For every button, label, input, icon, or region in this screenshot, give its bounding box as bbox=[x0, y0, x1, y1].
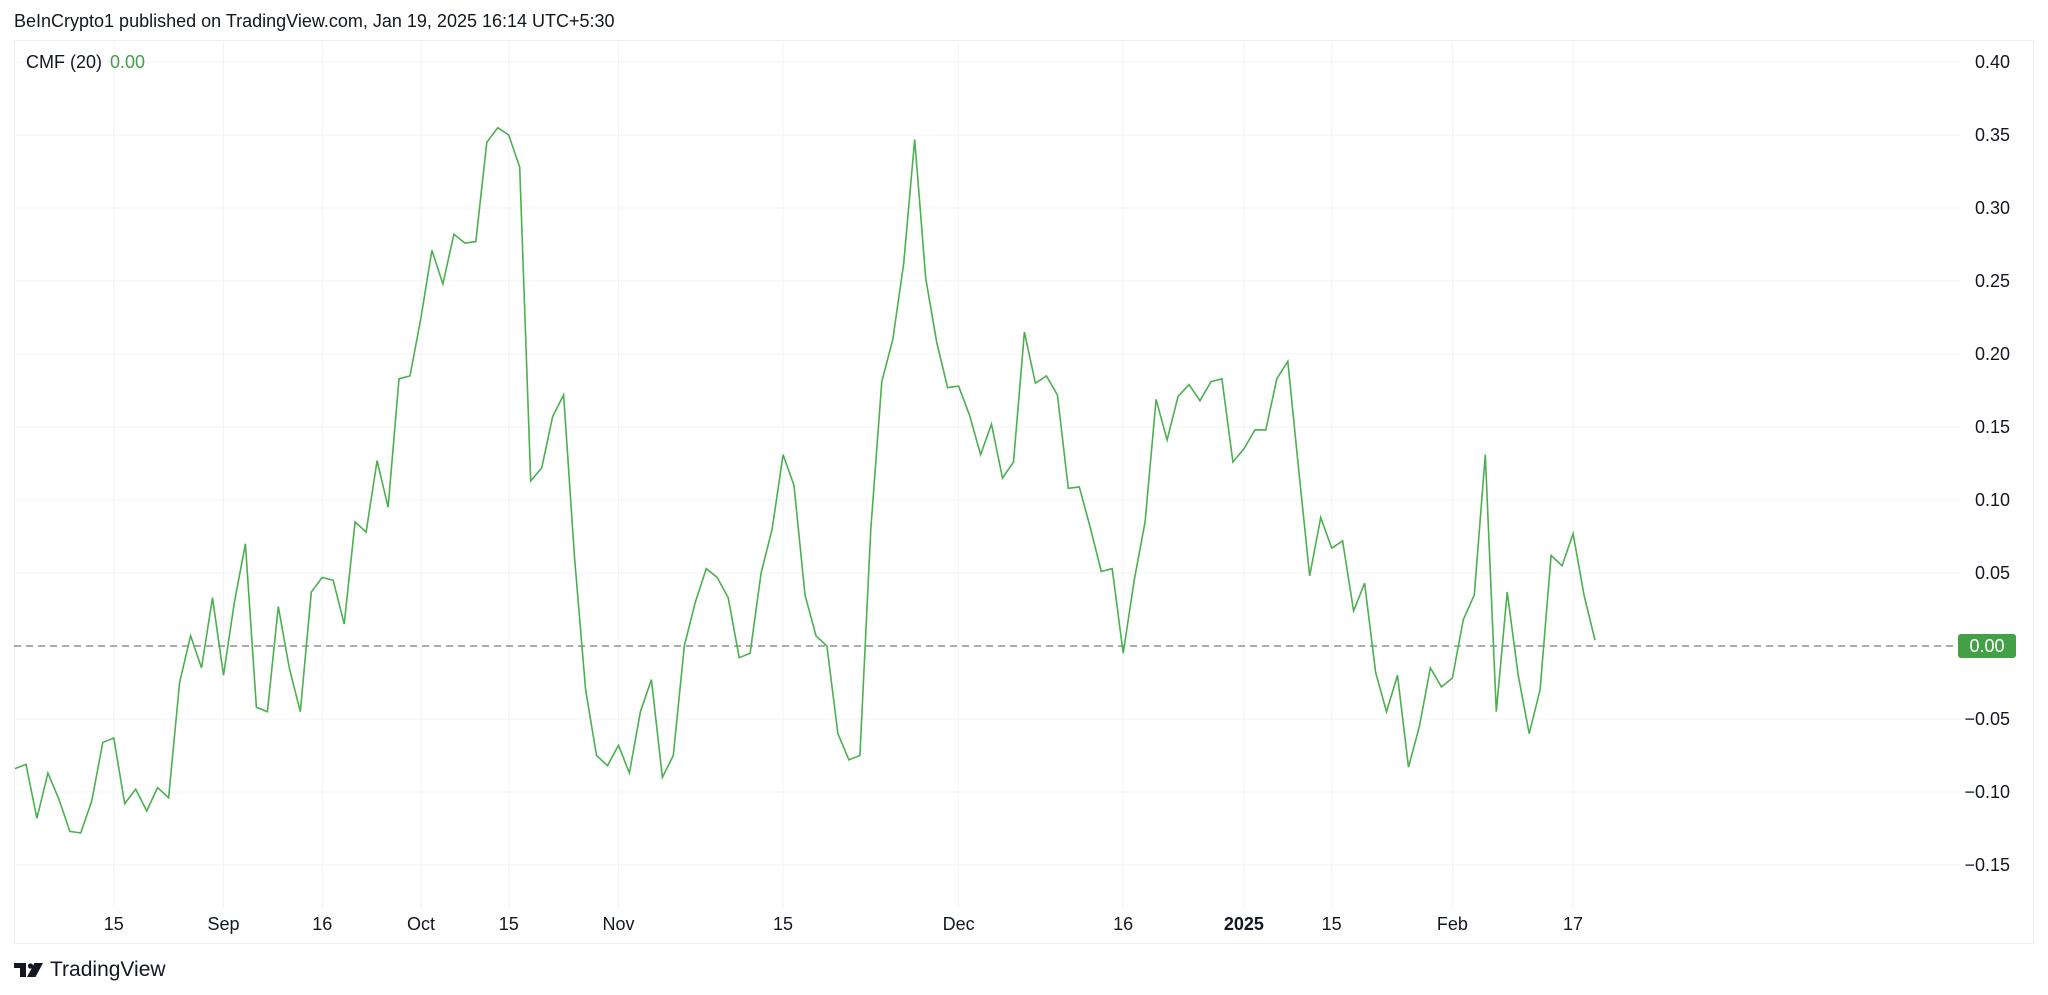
tradingview-logo-icon bbox=[14, 963, 43, 977]
y-tick-label: 0.10 bbox=[1975, 490, 2010, 510]
indicator-legend[interactable]: CMF (20) 0.00 bbox=[26, 52, 145, 73]
y-tick-label: 0.15 bbox=[1975, 417, 2010, 437]
x-axis[interactable]: 15 Sep 16 Oct 15 Nov 15 Dec 16 2025 15 Feb 17 bbox=[104, 914, 1583, 934]
x-tick-label: 15 bbox=[104, 914, 124, 934]
y-tick-label: 0.20 bbox=[1975, 344, 2010, 364]
last-value-tag: 0.00 bbox=[1958, 634, 2016, 658]
y-tick-label: 0.25 bbox=[1975, 271, 2010, 291]
last-value-tag-bg bbox=[1958, 634, 2016, 658]
indicator-name: CMF (20) bbox=[26, 52, 102, 72]
x-tick-label: Sep bbox=[207, 914, 239, 934]
indicator-value: 0.00 bbox=[110, 52, 146, 72]
y-tick-label: 0.05 bbox=[1975, 563, 2010, 583]
y-tick-label: −0.10 bbox=[1964, 782, 2010, 802]
x-tick-label: 2025 bbox=[1224, 914, 1264, 934]
x-tick-label: 16 bbox=[312, 914, 332, 934]
y-tick-label: −0.05 bbox=[1964, 709, 2010, 729]
y-tick-label: 0.30 bbox=[1975, 198, 2010, 218]
x-tick-label: Dec bbox=[943, 914, 975, 934]
x-tick-label: Oct bbox=[407, 914, 435, 934]
x-tick-label: 16 bbox=[1113, 914, 1133, 934]
x-tick-label: 15 bbox=[1322, 914, 1342, 934]
publish-info: BeInCrypto1 published on TradingView.com… bbox=[14, 11, 615, 31]
y-axis[interactable]: 0.40 0.35 0.30 0.25 0.20 0.15 0.10 0.05 −0.05 −0.… bbox=[1964, 52, 2010, 875]
tradingview-footer[interactable]: TradingView bbox=[14, 958, 166, 982]
brand-name: TradingView bbox=[50, 958, 166, 981]
y-tick-label: −0.15 bbox=[1964, 855, 2010, 875]
cmf-series-line bbox=[14, 126, 1596, 834]
grid bbox=[14, 40, 1960, 908]
y-tick-label: 0.40 bbox=[1975, 52, 2010, 72]
x-tick-label: Feb bbox=[1437, 914, 1468, 934]
x-tick-label: 17 bbox=[1563, 914, 1583, 934]
chart-frame bbox=[14, 40, 2034, 944]
y-tick-label: 0.35 bbox=[1975, 125, 2010, 145]
x-tick-label: 15 bbox=[499, 914, 519, 934]
last-value-tag-label: 0.00 bbox=[1969, 636, 2004, 656]
x-tick-label: 15 bbox=[773, 914, 793, 934]
x-tick-label: Nov bbox=[602, 914, 634, 934]
